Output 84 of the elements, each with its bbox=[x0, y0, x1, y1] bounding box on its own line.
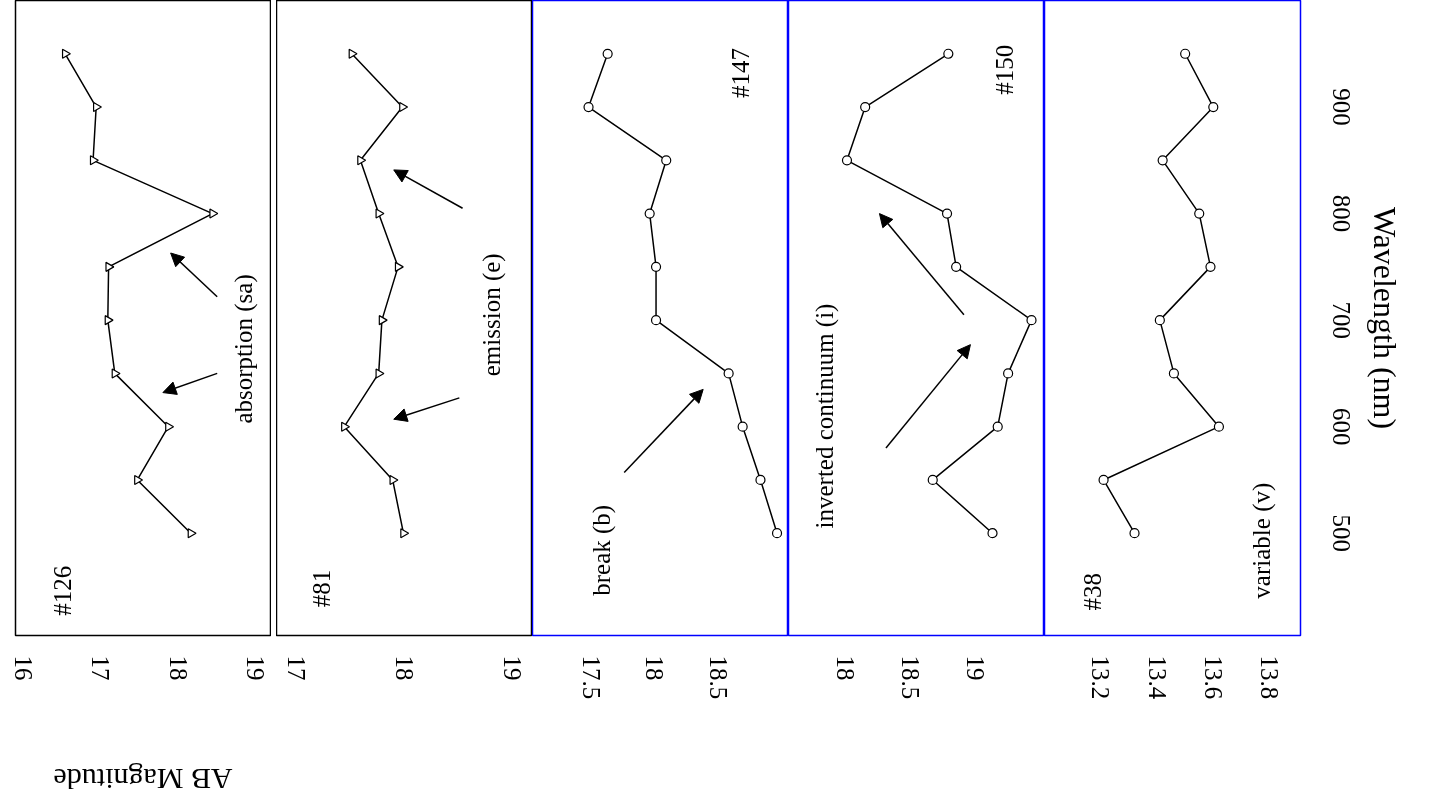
point bbox=[943, 48, 954, 59]
x-tick-label: 13.4 bbox=[1143, 655, 1171, 700]
point bbox=[104, 315, 114, 326]
annotation: #150 bbox=[990, 44, 1018, 95]
annotation: inverted continuum (i) bbox=[811, 303, 840, 529]
point bbox=[375, 208, 385, 219]
point bbox=[1213, 421, 1225, 432]
point bbox=[860, 101, 871, 113]
point bbox=[378, 315, 388, 326]
x-tick-label: 13.8 bbox=[1256, 655, 1284, 700]
x-tick-label: 13.6 bbox=[1199, 655, 1227, 700]
point bbox=[89, 155, 99, 166]
point bbox=[1003, 368, 1014, 379]
point bbox=[1154, 315, 1165, 326]
point bbox=[737, 421, 748, 432]
point bbox=[644, 208, 655, 219]
point bbox=[105, 261, 115, 272]
x-tick-label: 18 bbox=[641, 655, 669, 681]
point bbox=[841, 155, 853, 166]
point bbox=[650, 315, 662, 326]
point bbox=[111, 368, 121, 379]
annotation: #38 bbox=[1078, 573, 1106, 611]
x-tick-label: 19 bbox=[962, 655, 990, 681]
point bbox=[1180, 48, 1191, 59]
x-tick-label: 18.5 bbox=[704, 655, 732, 700]
point bbox=[1194, 208, 1205, 219]
point bbox=[927, 474, 938, 486]
y-tick-label: 500 bbox=[1327, 514, 1355, 552]
point bbox=[134, 474, 144, 486]
x-tick-label: 18 bbox=[391, 655, 418, 681]
x-tick-label: 17 bbox=[283, 655, 311, 681]
point bbox=[951, 261, 962, 272]
annotation: emission (e) bbox=[478, 253, 507, 377]
point bbox=[583, 101, 594, 113]
annotation: absorption (sa) bbox=[230, 274, 259, 424]
point bbox=[400, 528, 410, 539]
x-tick-label: 13.2 bbox=[1087, 655, 1115, 700]
x-tick-label: 19 bbox=[498, 655, 526, 681]
annotation: #126 bbox=[48, 565, 76, 616]
point bbox=[1208, 101, 1219, 113]
point bbox=[357, 155, 367, 166]
point bbox=[992, 421, 1003, 432]
point bbox=[389, 474, 399, 486]
x-tick-label: 18.5 bbox=[897, 655, 925, 700]
y-tick-label: 700 bbox=[1327, 301, 1355, 339]
point bbox=[209, 208, 219, 219]
point bbox=[987, 528, 998, 539]
annotation: variable (v) bbox=[1247, 482, 1276, 599]
point bbox=[941, 208, 953, 219]
annotation: break (b) bbox=[587, 504, 616, 596]
x-tick-label: 18 bbox=[164, 655, 192, 681]
point bbox=[187, 528, 197, 539]
y-axis-title: Wavelength (nm) bbox=[1366, 206, 1403, 430]
point bbox=[348, 48, 358, 59]
point bbox=[375, 368, 385, 379]
point bbox=[1129, 528, 1140, 539]
point bbox=[755, 474, 766, 486]
point bbox=[92, 101, 102, 113]
y-tick-label: 600 bbox=[1327, 407, 1355, 446]
point bbox=[165, 421, 175, 432]
point bbox=[399, 101, 409, 113]
point bbox=[1205, 261, 1216, 272]
point bbox=[1098, 474, 1109, 486]
x-tick-label: 18 bbox=[832, 655, 860, 681]
point bbox=[341, 421, 351, 432]
point bbox=[771, 528, 783, 539]
x-axis-title: AB Magnitude bbox=[53, 762, 233, 798]
point bbox=[394, 261, 404, 272]
point bbox=[661, 155, 672, 166]
point bbox=[650, 261, 662, 272]
point bbox=[1168, 368, 1180, 379]
y-tick-label: 900 bbox=[1327, 88, 1355, 126]
y-tick-label: 800 bbox=[1327, 194, 1355, 233]
point bbox=[1157, 155, 1168, 166]
x-tick-label: 17.5 bbox=[577, 655, 605, 700]
point bbox=[61, 48, 71, 59]
point bbox=[1026, 315, 1037, 326]
point bbox=[602, 48, 613, 59]
x-tick-label: 19 bbox=[242, 655, 270, 681]
point bbox=[723, 368, 734, 379]
x-tick-label: 17 bbox=[87, 655, 115, 681]
x-tick-label: 16 bbox=[9, 655, 37, 681]
annotation: #147 bbox=[726, 47, 754, 98]
annotation: #81 bbox=[308, 569, 336, 608]
